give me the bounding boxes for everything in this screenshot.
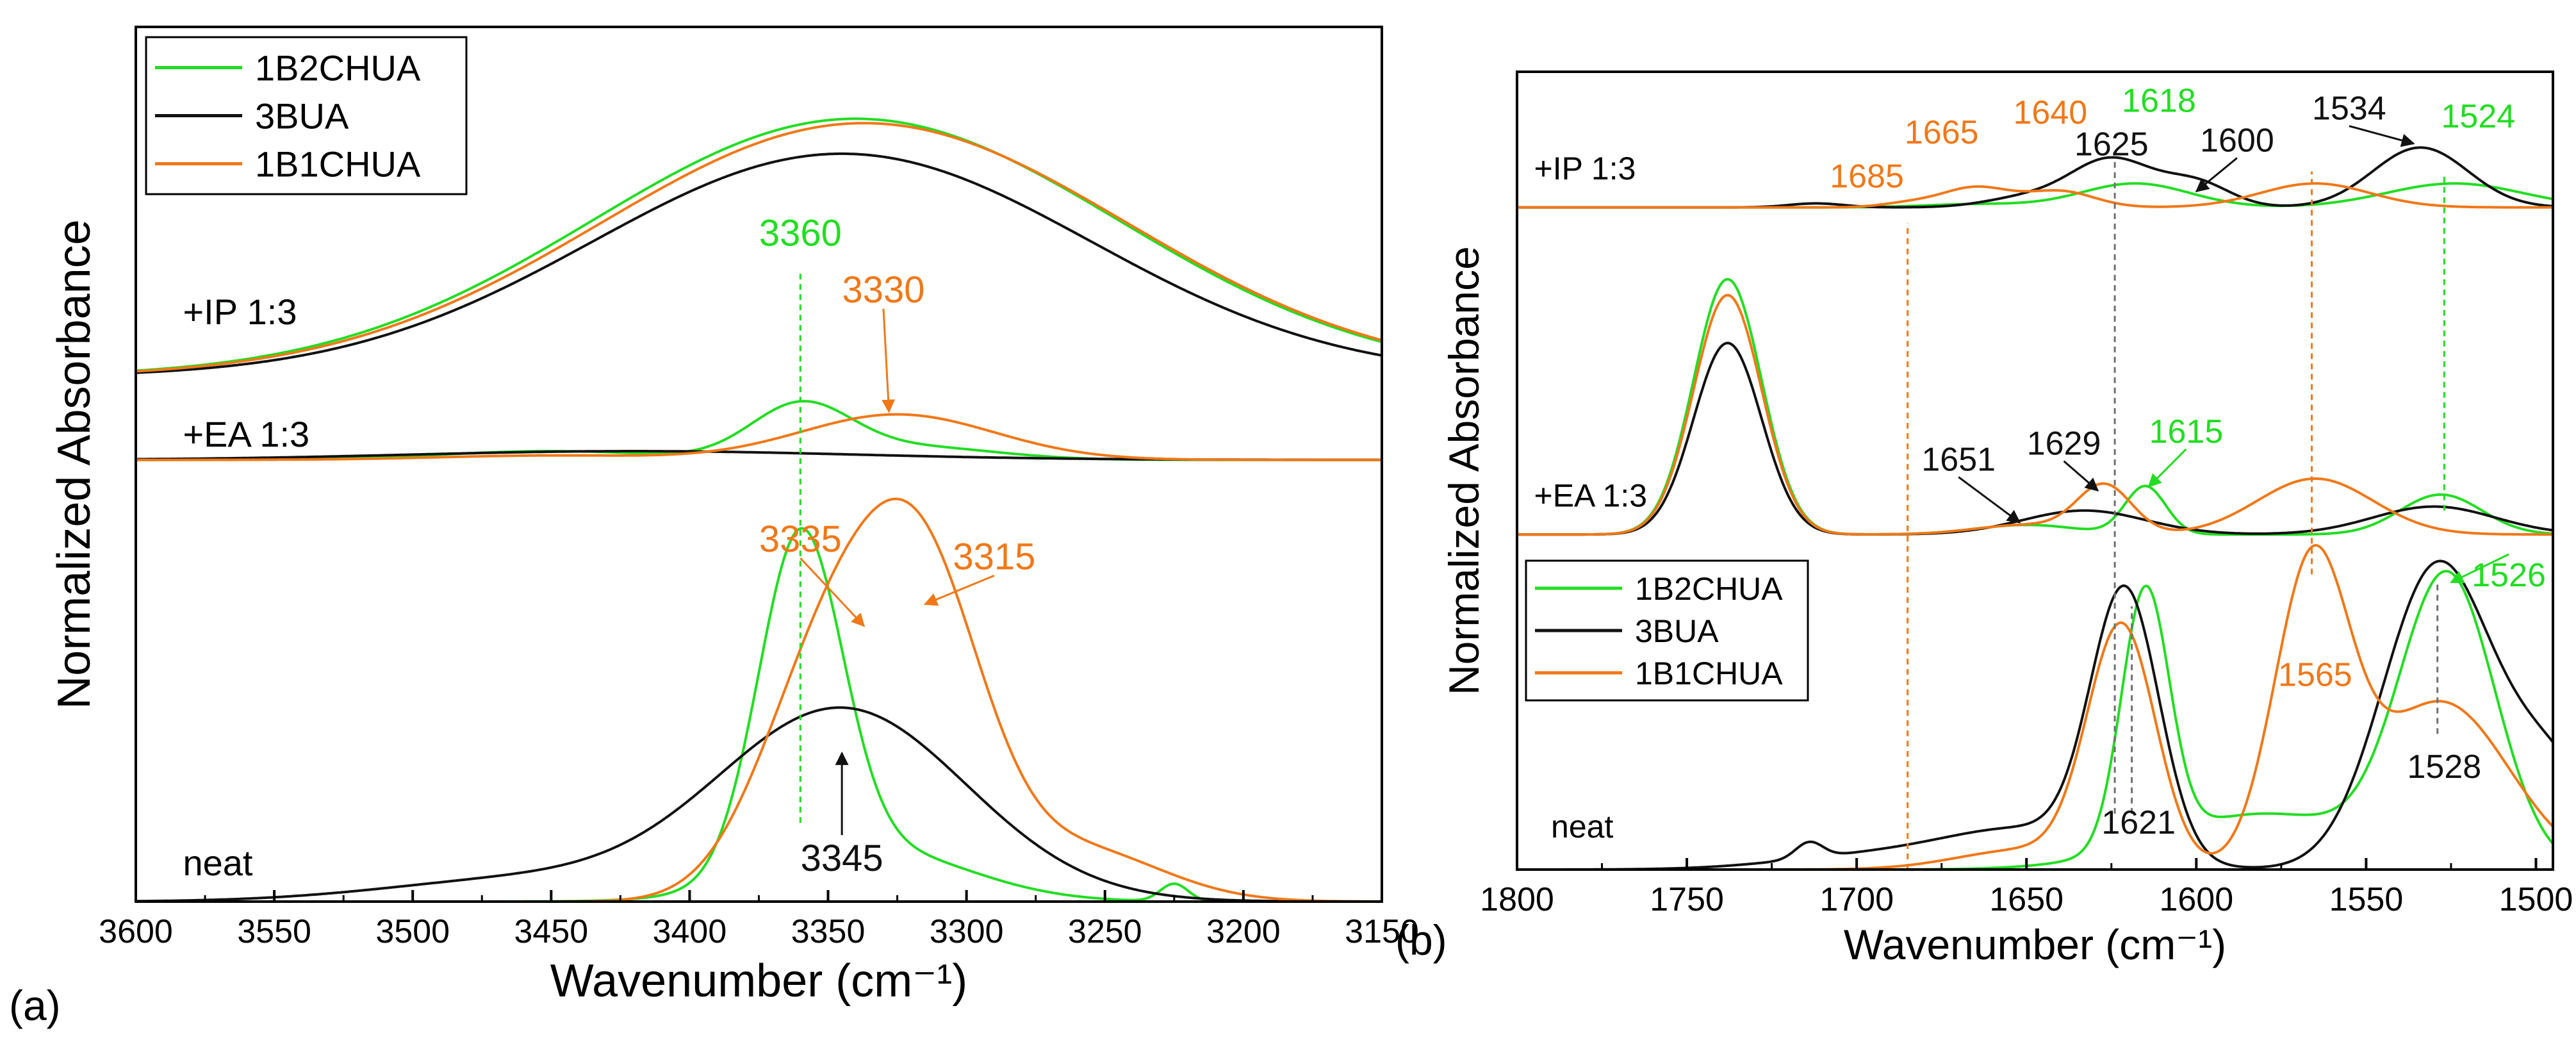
group-label-ea-1-3: +EA 1:3 xyxy=(183,414,309,454)
series-line-1b2chua-neat xyxy=(136,527,1382,902)
legend-label-1b1chua: 1B1CHUA xyxy=(1635,656,1783,691)
x-tick-label: 3500 xyxy=(375,913,450,950)
legend-label-1b2chua: 1B2CHUA xyxy=(255,48,421,88)
x-tick-label: 3450 xyxy=(514,913,588,950)
series-line-3bua-ip-1-3 xyxy=(136,152,1382,374)
series-line-3bua-neat xyxy=(1517,559,2553,870)
series-line-1b1chua-neat xyxy=(136,497,1382,902)
series-line-1b2chua-neat xyxy=(1517,570,2553,870)
x-tick-label: 1700 xyxy=(1819,881,1894,918)
annotation-arrow xyxy=(2195,157,2238,193)
annotation-arrow xyxy=(1958,476,2021,524)
x-tick-label: 1750 xyxy=(1650,881,1724,918)
x-axis-label: Wavenumber (cm⁻¹) xyxy=(1844,921,2226,968)
peak-annotation-1625: 1625 xyxy=(2074,126,2149,163)
panel-b-chart: 1800 1750 1700 1650 1600 1550 1500 Wavenumber (… xyxy=(1440,70,2573,968)
group-label-neat: neat xyxy=(1551,809,1613,845)
x-tick-label: 3200 xyxy=(1206,913,1281,950)
legend-label-1b1chua: 1B1CHUA xyxy=(255,144,421,185)
plot-area xyxy=(136,117,1382,902)
series-line-1b1chua-ea-1-3 xyxy=(1517,293,2553,536)
peak-annotation-1651: 1651 xyxy=(1921,442,1996,479)
peak-annotation-1665: 1665 xyxy=(1905,114,1979,151)
x-tick-label: 3150 xyxy=(1345,913,1419,950)
series-line-1b1chua-neat xyxy=(1517,544,2553,870)
annotation-arrow xyxy=(2147,448,2187,488)
peak-annotation-1534: 1534 xyxy=(2312,90,2386,128)
panel-a-chart: 3600 3550 3500 3450 3400 3350 3300 3250 3200 3150… xyxy=(49,26,1419,1007)
peak-annotation-1618: 1618 xyxy=(2122,82,2196,119)
peak-annotation-1621: 1621 xyxy=(2101,804,2176,841)
y-axis-label: Normalized Absorbance xyxy=(1440,246,1488,695)
legend-label-3bua: 3BUA xyxy=(1635,613,1719,649)
annotation-arrow xyxy=(2450,553,2509,584)
peak-annotation-3360: 3360 xyxy=(759,212,842,254)
peak-annotation-1615: 1615 xyxy=(2149,413,2224,450)
group-label-ea-1-3: +EA 1:3 xyxy=(1534,478,1648,514)
x-tick-label: 1650 xyxy=(1989,881,2063,918)
x-axis-label: Wavenumber (cm⁻¹) xyxy=(550,955,967,1007)
legend: 1B2CHUA 3BUA 1B1CHUA xyxy=(145,36,468,195)
peak-annotation-1524: 1524 xyxy=(2441,98,2516,135)
x-tick-label: 3250 xyxy=(1068,913,1142,950)
series-line-1b1chua-ea-1-3 xyxy=(136,413,1382,461)
series-line-3bua-ea-1-3 xyxy=(1517,342,2553,536)
annotation-arrow xyxy=(2063,460,2099,492)
series-line-1b1chua-ip-1-3 xyxy=(136,122,1382,373)
annotation-arrow xyxy=(800,557,866,627)
peak-annotation-3330: 3330 xyxy=(842,269,924,311)
annotation-arrow xyxy=(923,574,995,606)
x-tick-label: 1800 xyxy=(1480,881,1554,918)
plot-frame xyxy=(1516,70,2554,871)
x-tick-label: 3550 xyxy=(237,913,311,950)
peak-annotation-1565: 1565 xyxy=(2278,657,2352,694)
x-tick-label: 1500 xyxy=(2499,881,2573,918)
y-axis-label: Normalized Absorbance xyxy=(49,219,100,709)
series-line-1b2chua-ea-1-3 xyxy=(1517,277,2553,536)
series-line-1b1chua-ip-1-3 xyxy=(1517,182,2553,209)
legend: 1B2CHUA 3BUA 1B1CHUA xyxy=(1525,559,1809,702)
peak-annotation-1685: 1685 xyxy=(1830,158,1904,195)
panel-b-label: (b) xyxy=(1395,916,1447,964)
plot-area xyxy=(1517,146,2553,870)
group-label-ip-1-3: +IP 1:3 xyxy=(183,292,297,332)
peak-annotation-1526: 1526 xyxy=(2472,557,2546,594)
series-line-1b2chua-ip-1-3 xyxy=(136,117,1382,372)
x-tick-label: 3600 xyxy=(99,913,173,950)
x-tick-label: 3400 xyxy=(653,913,727,950)
peak-annotation-1600: 1600 xyxy=(2200,122,2274,160)
x-tick-label: 1600 xyxy=(2159,881,2233,918)
peak-annotation-3315: 3315 xyxy=(953,536,1035,577)
peak-annotation-1640: 1640 xyxy=(2014,94,2088,131)
x-tick-label: 3300 xyxy=(930,913,1004,950)
legend-label-1b2chua: 1B2CHUA xyxy=(1635,571,1783,607)
group-label-ip-1-3: +IP 1:3 xyxy=(1534,151,1636,186)
peak-annotation-1629: 1629 xyxy=(2027,425,2101,463)
peak-annotation-1528: 1528 xyxy=(2408,748,2482,786)
peak-annotation-3335: 3335 xyxy=(759,518,842,560)
x-tick-label: 3350 xyxy=(791,913,866,950)
x-tick-label: 1550 xyxy=(2329,881,2404,918)
legend-label-3bua: 3BUA xyxy=(255,96,349,136)
peak-annotation-3345: 3345 xyxy=(801,838,883,879)
annotation-arrow xyxy=(2349,125,2415,147)
group-label-neat: neat xyxy=(183,843,252,883)
annotation-arrow xyxy=(882,308,896,413)
panel-a-label: (a) xyxy=(9,982,61,1029)
